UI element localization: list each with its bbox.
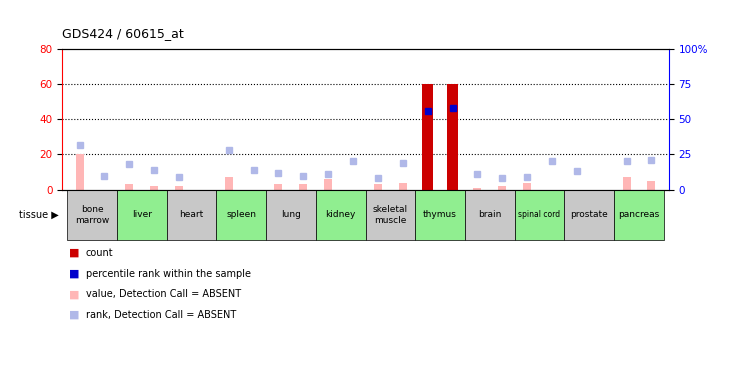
Bar: [216, 190, 266, 240]
Bar: [150, 186, 158, 190]
Text: ■: ■: [69, 290, 80, 299]
Text: ■: ■: [69, 310, 80, 320]
Text: count: count: [86, 248, 113, 258]
Text: percentile rank within the sample: percentile rank within the sample: [86, 269, 251, 279]
Text: brain: brain: [478, 210, 501, 219]
Text: skeletal
muscle: skeletal muscle: [373, 205, 408, 225]
Text: heart: heart: [179, 210, 203, 219]
Text: ■: ■: [69, 248, 80, 258]
Bar: [67, 190, 117, 240]
Bar: [564, 190, 614, 240]
Bar: [125, 184, 133, 190]
Bar: [399, 183, 406, 190]
Bar: [300, 184, 307, 190]
Text: rank, Detection Call = ABSENT: rank, Detection Call = ABSENT: [86, 310, 236, 320]
Bar: [447, 84, 458, 190]
Bar: [465, 190, 515, 240]
Bar: [648, 181, 656, 190]
Bar: [422, 84, 433, 190]
Bar: [614, 190, 664, 240]
Bar: [175, 186, 183, 190]
Text: GDS424 / 60615_at: GDS424 / 60615_at: [62, 27, 184, 40]
Text: spleen: spleen: [226, 210, 256, 219]
Text: liver: liver: [132, 210, 152, 219]
Text: spinal cord: spinal cord: [518, 210, 561, 219]
Bar: [623, 177, 631, 190]
Text: value, Detection Call = ABSENT: value, Detection Call = ABSENT: [86, 290, 240, 299]
Bar: [266, 190, 316, 240]
Bar: [415, 190, 465, 240]
Bar: [515, 190, 564, 240]
Bar: [523, 183, 531, 190]
Text: kidney: kidney: [325, 210, 356, 219]
Bar: [316, 190, 366, 240]
Bar: [167, 190, 216, 240]
Text: bone
marrow: bone marrow: [75, 205, 109, 225]
Bar: [474, 188, 482, 190]
Bar: [275, 184, 282, 190]
Bar: [374, 184, 382, 190]
Text: lung: lung: [281, 210, 301, 219]
Text: prostate: prostate: [570, 210, 608, 219]
Bar: [117, 190, 167, 240]
Text: tissue ▶: tissue ▶: [19, 210, 58, 220]
Bar: [224, 177, 232, 190]
Bar: [366, 190, 415, 240]
Text: thymus: thymus: [423, 210, 457, 219]
Bar: [499, 186, 507, 190]
Bar: [325, 179, 332, 190]
Text: ■: ■: [69, 269, 80, 279]
Bar: [75, 154, 83, 190]
Text: pancreas: pancreas: [618, 210, 659, 219]
